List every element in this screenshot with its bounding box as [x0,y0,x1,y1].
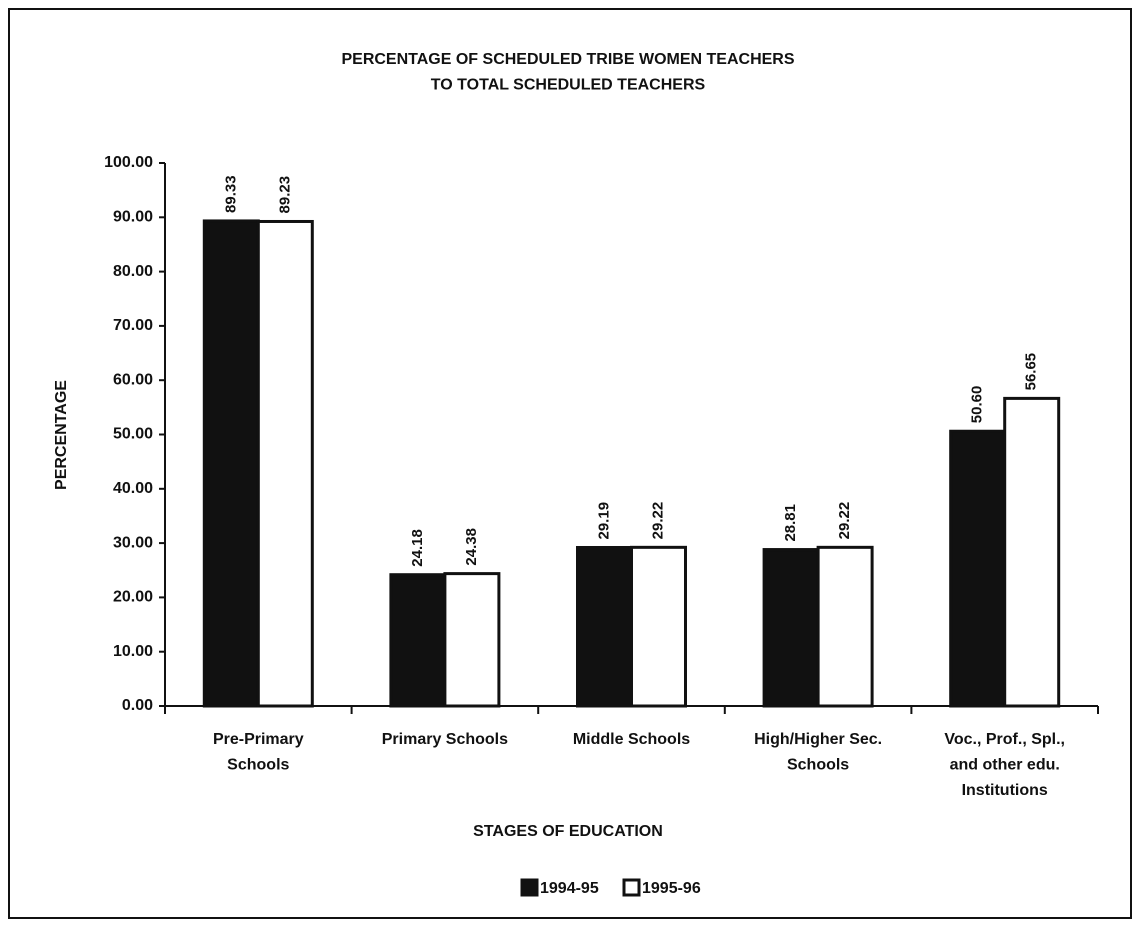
value-label: 89.33 [222,175,239,213]
y-tick-label: 0.00 [122,697,153,714]
value-label: 24.38 [463,528,480,566]
y-tick-label: 60.00 [113,371,153,388]
y-tick-label: 30.00 [113,534,153,551]
frame [8,8,1132,919]
value-label: 89.23 [276,176,293,214]
x-axis-title: STAGES OF EDUCATION [473,823,663,840]
y-tick-label: 100.00 [104,154,153,171]
x-tick-label: Primary Schools [382,731,508,748]
bar [202,219,260,708]
bar [576,545,633,708]
bar [256,219,314,708]
y-tick-label: 20.00 [113,589,153,606]
y-tick-label: 90.00 [113,209,153,226]
value-label: 29.19 [595,502,612,540]
x-tick-label: Pre-Primary Schools [213,731,304,774]
bar [443,572,501,708]
bar [816,545,874,708]
legend-label: 1995-96 [642,880,701,897]
legend-label: 1994-95 [540,880,599,897]
value-label: 29.22 [649,502,666,540]
y-axis-title: PERCENTAGE [53,380,70,490]
x-tick-label: Middle Schools [573,731,690,748]
legend-swatch [520,878,539,897]
bar [389,573,447,708]
y-tick-label: 80.00 [113,263,153,280]
y-tick-label: 40.00 [113,480,153,497]
legend-swatch [622,878,641,897]
x-tick-label: High/Higher Sec. Schools [754,731,882,774]
bar [1003,396,1061,708]
value-label: 28.81 [782,504,799,542]
value-label: 56.65 [1023,353,1040,391]
y-tick-label: 50.00 [113,426,153,443]
value-label: 24.18 [409,529,426,567]
y-tick-label: 10.00 [113,643,153,660]
bar [630,545,687,708]
bar [762,548,820,708]
x-tick-label: Voc., Prof., Spl., and other edu. Institut… [944,731,1065,799]
bar [949,429,1007,708]
chart-title: PERCENTAGE OF SCHEDULED TRIBE WOMEN TEAC… [341,51,794,94]
value-label: 29.22 [836,502,853,540]
y-tick-label: 70.00 [113,317,153,334]
value-label: 50.60 [969,386,986,424]
